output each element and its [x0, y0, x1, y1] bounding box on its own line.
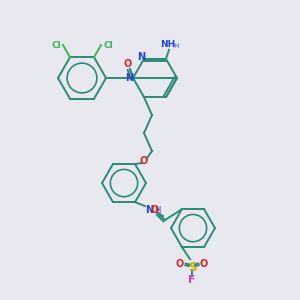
Text: N: N	[125, 73, 133, 83]
Text: F: F	[188, 275, 196, 285]
Text: O: O	[124, 59, 132, 69]
Text: N: N	[137, 52, 145, 62]
Text: O: O	[176, 259, 184, 269]
Text: N: N	[145, 205, 153, 215]
Text: H: H	[154, 206, 160, 214]
Text: O: O	[140, 156, 148, 166]
Text: O: O	[200, 259, 208, 269]
Text: Cl: Cl	[103, 40, 113, 50]
Text: O: O	[151, 205, 159, 215]
Text: H: H	[173, 43, 178, 49]
Text: Cl: Cl	[51, 40, 61, 50]
Text: NH: NH	[160, 40, 175, 50]
Text: S: S	[188, 261, 196, 274]
